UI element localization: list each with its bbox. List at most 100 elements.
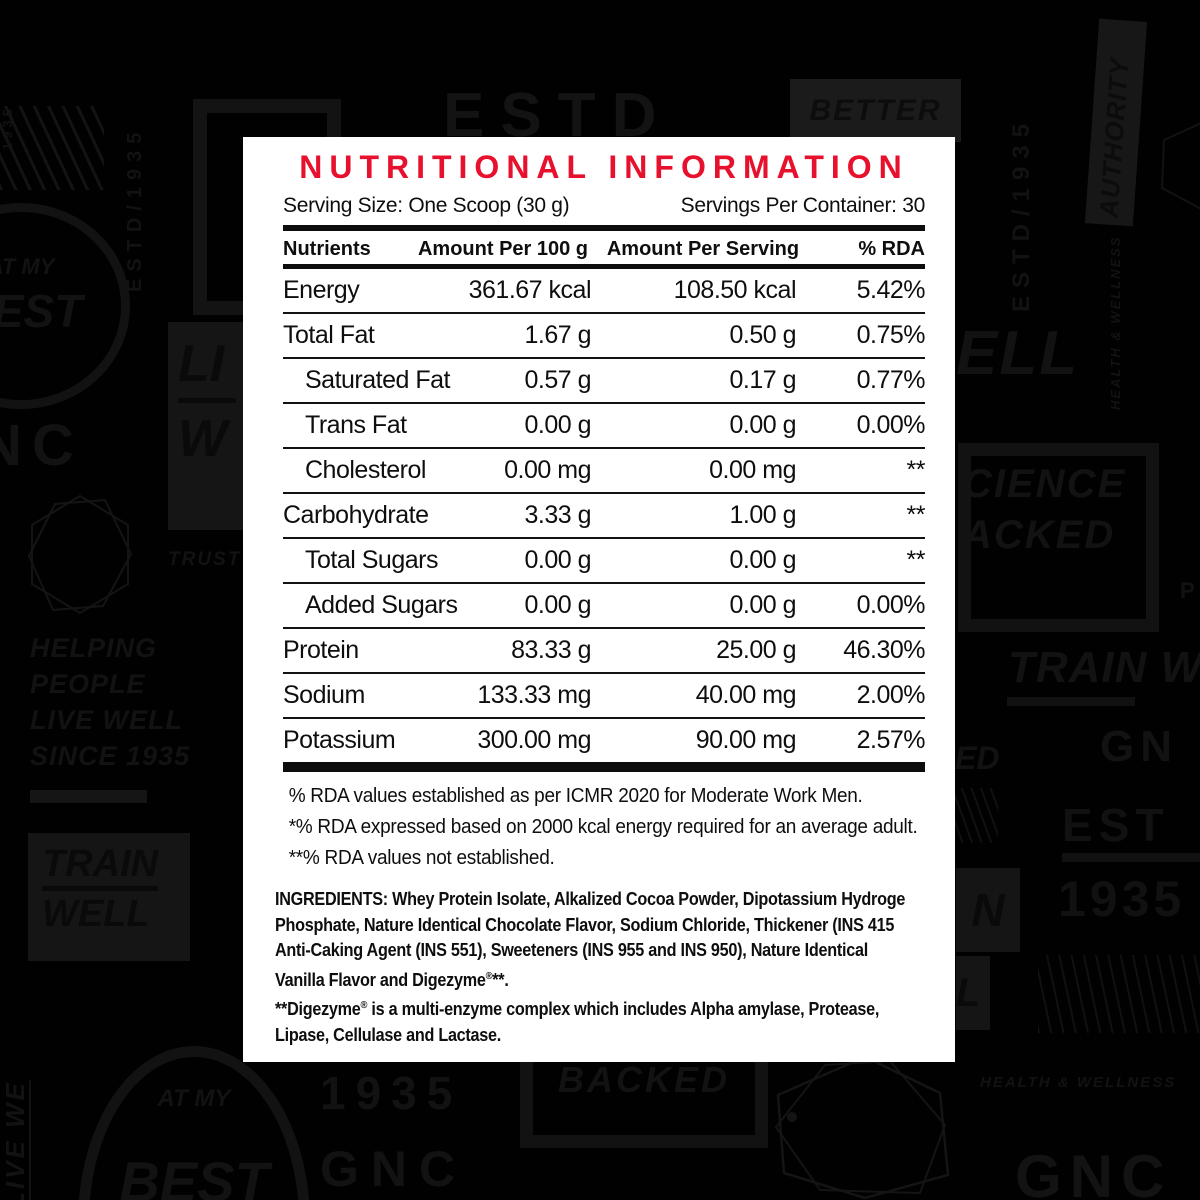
amount-per-100g: 0.00 g: [524, 546, 591, 574]
stripes-pattern: [0, 106, 104, 190]
column-header-per-100g: Amount Per 100 g: [417, 238, 589, 260]
digezyme-note: **Digezyme® is a multi-enzyme complex wh…: [275, 999, 880, 1045]
bg-science-backed-badge: CIENCE ACKED: [958, 443, 1159, 632]
bg-well-fragment: ELL: [956, 319, 1080, 388]
ribbon-authority-text: AUTHORITY: [1093, 56, 1135, 219]
bg-estd-1935-vertical-left: ESTD/1935: [124, 125, 146, 292]
hexagon-icon: [774, 1055, 950, 1200]
amount-per-100g: 0.00 g: [524, 591, 591, 619]
bg-health-wellness-text: HEALTH & WELLNESS: [980, 1074, 1177, 1091]
amount-per-100g: 83.33 g: [511, 636, 591, 664]
amount-per-100g: 0.00 g: [524, 411, 591, 439]
footnote: % RDA values established as per ICMR 202…: [288, 785, 863, 807]
bg-live-well-badge: LI W: [168, 322, 244, 530]
bg-underline-bar: [1007, 697, 1135, 706]
badge-at-my-text: AT MY: [0, 254, 55, 279]
nutrient-name: Total Sugars: [305, 546, 438, 574]
serving-size-text: Serving Size: One Scoop (30 g): [283, 194, 570, 217]
amount-per-100g: 133.33 mg: [477, 681, 591, 709]
table-row: Sodium 133.33 mg 40.00 mg 2.00%: [283, 674, 926, 719]
rda-footnotes: % RDA values established as per ICMR 202…: [283, 781, 929, 874]
bg-trusted-fragment: ED: [955, 740, 1000, 776]
footnote: *% RDA expressed based on 2000 kcal ener…: [288, 816, 918, 838]
bg-train-well-fragment: TRAIN W: [1008, 643, 1200, 692]
amount-per-serving: 25.00 g: [716, 636, 796, 664]
rda-percent: **: [906, 546, 926, 574]
rda-percent: 5.42%: [856, 276, 926, 304]
amount-per-serving: 40.00 mg: [695, 681, 797, 709]
amount-per-serving: 0.17 g: [729, 366, 796, 394]
label-title: NUTRITIONAL INFORMATION: [299, 149, 909, 185]
rda-percent: **: [906, 456, 926, 484]
amount-per-serving: 90.00 mg: [695, 726, 797, 754]
bg-health-wellness-vertical: HEALTH & WELLNESS: [1108, 235, 1123, 410]
amount-per-serving: 0.50 g: [729, 321, 796, 349]
rda-percent: 0.00%: [856, 411, 926, 439]
serving-info-row: Serving Size: One Scoop (30 g) Servings …: [283, 194, 925, 218]
table-row: Cholesterol 0.00 mg 0.00 mg **: [283, 449, 926, 494]
amount-per-100g: 361.67 kcal: [468, 276, 592, 304]
at-my-best-circle-badge: AT MY BEST: [78, 1046, 310, 1200]
amount-per-serving: 0.00 mg: [709, 456, 796, 484]
amount-per-100g: 0.57 g: [524, 366, 591, 394]
nutrient-name: Added Sugars: [305, 591, 458, 619]
amount-per-serving: 0.00 g: [729, 411, 796, 439]
bg-gnc-fragment: GN: [1100, 722, 1178, 771]
bg-train-well-badge: TRAIN WELL: [28, 833, 190, 961]
stripes-pattern: [1038, 955, 1200, 1033]
bg-gnc-text: GNC: [1015, 1143, 1173, 1200]
nutrient-name: Sodium: [283, 681, 365, 709]
bg-trust-text: TRUST: [168, 549, 242, 570]
column-header-rda: % RDA: [858, 238, 925, 260]
hexagon-icon: [1160, 122, 1200, 210]
footnote: **% RDA values not established.: [288, 847, 555, 869]
nutrient-name: Trans Fat: [305, 411, 407, 439]
bg-live-well-vertical: LIVE WE: [0, 1080, 30, 1200]
table-row: Energy 361.67 kcal 108.50 kcal 5.42%: [283, 269, 926, 314]
amount-per-serving: 1.00 g: [729, 501, 796, 529]
table-row: Total Sugars 0.00 g 0.00 g **: [283, 539, 926, 584]
hexagon-icon: [27, 494, 133, 615]
bg-estd-fragment: EST: [1062, 799, 1170, 851]
table-row: Trans Fat 0.00 g 0.00 g 0.00%: [283, 404, 926, 449]
amount-per-100g: 0.00 mg: [504, 456, 591, 484]
bg-divider-bar: [1062, 853, 1200, 862]
rda-percent: 0.77%: [856, 366, 926, 394]
badge-well-text: WELL: [42, 893, 150, 935]
column-header-per-serving: Amount Per Serving: [606, 238, 800, 260]
table-row: Protein 83.33 g 25.00 g 46.30%: [283, 629, 926, 674]
rda-percent: 2.00%: [856, 681, 926, 709]
column-header-nutrients: Nutrients: [283, 238, 371, 260]
ingredients-text: INGREDIENTS: Whey Protein Isolate, Alkal…: [275, 889, 906, 990]
rda-percent: 46.30%: [843, 636, 925, 664]
table-row: Potassium 300.00 mg 90.00 mg 2.57%: [283, 719, 926, 762]
nutrient-name: Cholesterol: [305, 456, 426, 484]
servings-per-container-text: Servings Per Container: 30: [680, 194, 926, 217]
at-my-best-circle-badge: AT MY BEST: [0, 203, 130, 409]
table-row: Carbohydrate 3.33 g 1.00 g **: [283, 494, 926, 539]
table-bottom-rule: [283, 762, 925, 772]
bg-authority-ribbon: AUTHORITY: [1084, 18, 1148, 227]
amount-per-100g: 3.33 g: [524, 501, 591, 529]
rda-percent: **: [906, 501, 926, 529]
amount-per-100g: 300.00 mg: [477, 726, 591, 754]
badge-underline: [178, 398, 236, 403]
nutrient-name: Carbohydrate: [283, 501, 429, 529]
badge-best-text: BEST: [0, 285, 83, 337]
rda-percent: 0.75%: [856, 321, 926, 349]
badge-backed-text: ACKED: [963, 513, 1116, 557]
bg-estd-1935-vertical-right: ESTD/1935: [1008, 115, 1035, 312]
nutrient-name: Protein: [283, 636, 359, 664]
nutrient-name: Potassium: [283, 726, 396, 754]
badge-li-text: LI: [178, 335, 225, 393]
table-header-row: Nutrients Amount Per 100 g Amount Per Se…: [283, 231, 925, 269]
table-row: Saturated Fat 0.57 g 0.17 g 0.77%: [283, 359, 926, 404]
rda-percent: 2.57%: [856, 726, 926, 754]
nutrient-name: Saturated Fat: [305, 366, 450, 394]
nutrient-name: Total Fat: [283, 321, 375, 349]
bg-better-badge: BETTER: [790, 79, 961, 142]
amount-per-100g: 1.67 g: [524, 321, 591, 349]
bg-1935-text: 1935: [1058, 871, 1186, 927]
bg-helping-people-text: HELPING PEOPLE LIVE WELL SINCE 1935: [30, 633, 191, 771]
